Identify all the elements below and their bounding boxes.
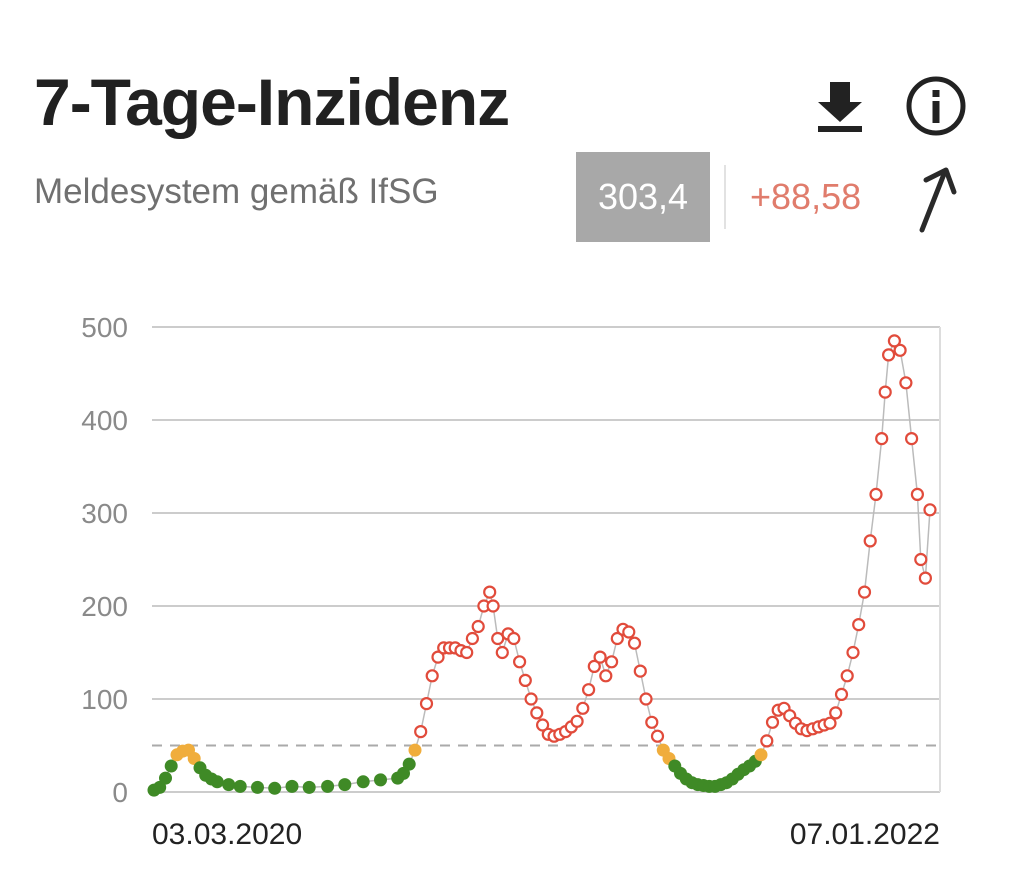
data-point — [610, 631, 624, 646]
data-point — [153, 780, 167, 794]
chart-grid — [152, 326, 941, 793]
x-axis-end-label: 07.01.2022 — [790, 818, 940, 851]
data-point — [374, 773, 387, 787]
data-point — [408, 743, 422, 757]
data-point — [875, 432, 889, 446]
data-point — [840, 669, 854, 683]
data-point — [338, 778, 352, 792]
data-point — [524, 692, 538, 706]
data-point — [465, 631, 479, 646]
data-point — [512, 655, 527, 669]
data-point — [187, 752, 201, 765]
download-icon[interactable] — [812, 78, 868, 134]
y-tick-label: 300 — [81, 498, 128, 529]
data-point — [576, 701, 590, 715]
data-point — [633, 664, 647, 678]
data-point — [425, 669, 439, 683]
data-point — [164, 759, 178, 773]
info-icon[interactable] — [904, 74, 968, 138]
current-value-badge: 303,4 — [576, 152, 710, 242]
data-point — [397, 766, 410, 780]
data-point — [460, 645, 474, 660]
data-point — [899, 376, 913, 390]
y-axis-tick-labels: 0 100 200 300 400 500 — [81, 312, 128, 808]
y-tick-label: 100 — [81, 684, 128, 715]
data-point — [765, 715, 780, 729]
change-value: +88,58 — [750, 176, 862, 217]
data-point — [829, 706, 843, 720]
data-point — [760, 734, 774, 748]
y-tick-label: 400 — [81, 405, 128, 436]
data-point — [302, 780, 316, 794]
data-point — [910, 487, 925, 501]
data-point — [222, 778, 236, 792]
data-points — [147, 334, 937, 797]
data-point — [530, 706, 544, 720]
data-point — [893, 343, 907, 357]
data-point — [495, 645, 509, 660]
data-point — [251, 780, 264, 794]
data-point — [878, 385, 892, 399]
data-point — [869, 487, 883, 501]
trend-up-arrow-icon — [919, 167, 957, 233]
data-point — [507, 631, 521, 646]
data-point — [857, 585, 872, 599]
data-point — [599, 669, 613, 683]
value-divider — [724, 165, 726, 229]
data-point — [414, 725, 428, 739]
data-point — [627, 636, 642, 650]
data-point — [471, 619, 485, 634]
data-point — [210, 775, 224, 789]
data-point — [285, 779, 299, 793]
y-tick-label: 500 — [81, 312, 128, 343]
data-point — [535, 718, 550, 732]
data-point — [887, 334, 902, 348]
data-point — [846, 645, 860, 660]
data-point — [904, 432, 919, 446]
data-point — [419, 697, 434, 711]
page-subtitle: Meldesystem gemäß IfSG — [34, 172, 439, 211]
x-axis-start-label: 03.03.2020 — [152, 818, 302, 851]
data-point — [881, 348, 896, 362]
data-point — [233, 779, 247, 793]
data-point — [402, 757, 416, 771]
data-point — [587, 659, 601, 673]
y-tick-label: 0 — [112, 777, 128, 808]
data-point — [650, 729, 665, 743]
data-point — [159, 771, 172, 785]
incidence-chart: 0 100 200 300 400 500 03.03.2020 07.01.2022 — [81, 312, 941, 851]
data-point — [834, 687, 849, 701]
data-point — [268, 781, 282, 795]
data-point — [581, 683, 596, 697]
data-point — [321, 779, 335, 793]
data-point — [570, 714, 584, 728]
data-point — [852, 618, 866, 632]
data-point — [918, 571, 933, 585]
data-point — [622, 625, 636, 639]
data-point — [863, 534, 877, 548]
data-point — [923, 503, 937, 517]
data-point — [491, 631, 505, 646]
data-point — [356, 775, 370, 789]
data-point — [593, 650, 607, 664]
data-point — [645, 715, 659, 729]
data-point — [823, 716, 837, 730]
page-title: 7-Tage-Inzidenz — [34, 65, 510, 139]
data-point — [914, 552, 928, 567]
data-point — [639, 692, 653, 706]
data-point — [431, 650, 445, 664]
data-point — [604, 655, 619, 669]
data-point — [486, 599, 500, 613]
data-point — [483, 585, 497, 599]
data-point — [754, 748, 768, 762]
data-point — [518, 673, 532, 687]
y-tick-label: 200 — [81, 591, 128, 622]
